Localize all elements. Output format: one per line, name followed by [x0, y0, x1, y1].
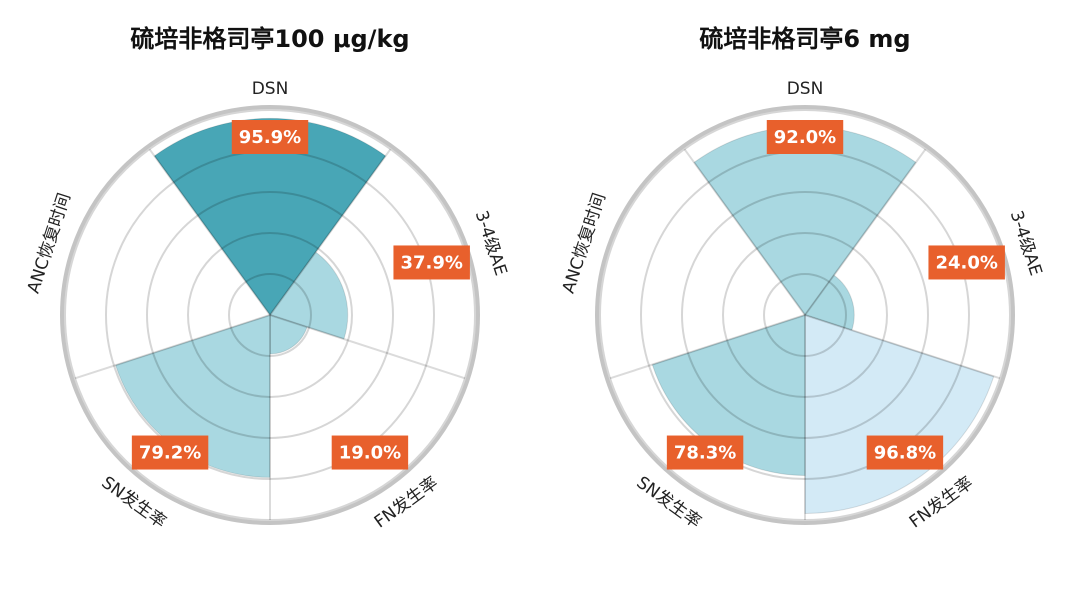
grid-ring [228, 273, 312, 357]
value-label: 92.0% [766, 120, 844, 154]
category-label: 3-4级AE [471, 208, 511, 278]
value-label-text: 95.9% [239, 127, 301, 148]
spoke [683, 148, 806, 316]
grid-ring [146, 191, 394, 439]
grid-ring [64, 109, 476, 521]
spoke [804, 148, 927, 316]
sector [269, 314, 308, 355]
value-label-box [231, 120, 309, 154]
spoke [148, 148, 271, 316]
value-label: 37.9% [393, 245, 470, 280]
grid-ring [599, 109, 1011, 521]
value-label-box [928, 245, 1005, 280]
value-label: 95.9% [231, 120, 309, 154]
grid-ring [763, 273, 847, 357]
chart-title: 硫培非格司亭100 μg/kg [130, 25, 409, 53]
chart-title: 硫培非格司亭6 mg [699, 25, 910, 53]
value-label-text: 78.3% [674, 443, 736, 464]
value-label: 96.8% [866, 435, 944, 470]
sector [804, 274, 855, 331]
spoke [804, 314, 1001, 380]
value-label: 19.0% [331, 435, 409, 470]
value-label: 24.0% [928, 245, 1005, 280]
value-label-box [131, 435, 209, 470]
value-label-box [393, 245, 470, 280]
spoke [269, 314, 466, 380]
grid-ring [722, 232, 888, 398]
sector [804, 314, 995, 514]
value-label: 78.3% [666, 435, 744, 470]
value-label-box [766, 120, 844, 154]
value-label-text: 79.2% [139, 443, 201, 464]
value-label-text: 37.9% [400, 252, 462, 273]
category-label: DSN [252, 79, 289, 99]
value-label-box [331, 435, 409, 470]
spoke [269, 148, 392, 316]
value-label-text: 24.0% [935, 252, 997, 273]
value-label-text: 92.0% [774, 127, 836, 148]
grid-ring [681, 191, 929, 439]
category-label: 3-4级AE [1006, 208, 1046, 278]
value-label-text: 19.0% [339, 443, 401, 464]
sector [269, 251, 349, 340]
category-label: DSN [787, 79, 824, 99]
spoke [609, 314, 806, 380]
spoke [74, 314, 271, 380]
grid-ring [187, 232, 353, 398]
value-label: 79.2% [131, 435, 209, 470]
sector [153, 117, 387, 316]
value-label-box [666, 435, 744, 470]
value-label-box [866, 435, 944, 470]
value-label-text: 96.8% [874, 443, 936, 464]
